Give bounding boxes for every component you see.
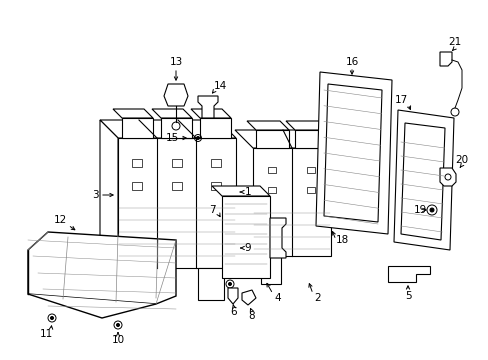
Text: 14: 14 — [213, 81, 226, 91]
Polygon shape — [172, 159, 182, 167]
Text: 5: 5 — [404, 291, 410, 301]
Text: 13: 13 — [169, 57, 182, 67]
Polygon shape — [100, 120, 236, 138]
Text: 10: 10 — [111, 335, 124, 345]
Text: 16: 16 — [345, 57, 358, 67]
Polygon shape — [267, 167, 275, 173]
Polygon shape — [387, 266, 429, 282]
Text: 1: 1 — [244, 187, 251, 197]
Text: 9: 9 — [244, 243, 251, 253]
Polygon shape — [324, 84, 381, 222]
Polygon shape — [132, 182, 142, 190]
Polygon shape — [210, 159, 221, 167]
Polygon shape — [210, 182, 221, 190]
Polygon shape — [256, 130, 288, 148]
Polygon shape — [315, 72, 391, 234]
Circle shape — [429, 208, 433, 212]
Polygon shape — [439, 52, 451, 66]
Polygon shape — [152, 109, 192, 118]
Polygon shape — [269, 218, 285, 258]
Polygon shape — [28, 232, 176, 304]
Text: 11: 11 — [40, 329, 53, 339]
Polygon shape — [198, 268, 224, 300]
Text: 3: 3 — [92, 190, 98, 200]
Polygon shape — [306, 167, 314, 173]
Text: 17: 17 — [393, 95, 407, 105]
Polygon shape — [121, 259, 156, 268]
Polygon shape — [439, 168, 455, 186]
Polygon shape — [285, 121, 327, 130]
Polygon shape — [28, 294, 156, 318]
Polygon shape — [261, 256, 281, 284]
Polygon shape — [252, 148, 330, 256]
Text: 2: 2 — [314, 293, 321, 303]
Polygon shape — [267, 187, 275, 193]
Polygon shape — [294, 130, 327, 148]
Text: 15: 15 — [165, 133, 178, 143]
Text: 20: 20 — [454, 155, 468, 165]
Text: 8: 8 — [248, 311, 255, 321]
Polygon shape — [122, 118, 153, 138]
Circle shape — [228, 283, 231, 285]
Circle shape — [50, 316, 53, 320]
Text: 21: 21 — [447, 37, 461, 47]
Polygon shape — [163, 84, 187, 106]
Polygon shape — [393, 110, 453, 250]
Polygon shape — [191, 109, 230, 118]
Polygon shape — [306, 187, 314, 193]
Text: 6: 6 — [230, 307, 237, 317]
Polygon shape — [118, 138, 236, 268]
Circle shape — [196, 136, 199, 140]
Polygon shape — [242, 290, 256, 305]
Circle shape — [116, 324, 119, 327]
Text: 19: 19 — [412, 205, 426, 215]
Polygon shape — [212, 186, 269, 196]
Polygon shape — [161, 118, 192, 138]
Polygon shape — [132, 159, 142, 167]
Polygon shape — [222, 196, 269, 278]
Polygon shape — [235, 130, 330, 148]
Polygon shape — [113, 109, 153, 118]
Text: 18: 18 — [335, 235, 348, 245]
Polygon shape — [130, 268, 156, 300]
Text: 12: 12 — [53, 215, 66, 225]
Polygon shape — [400, 123, 444, 240]
Polygon shape — [200, 118, 230, 138]
Circle shape — [327, 220, 330, 222]
Polygon shape — [246, 121, 288, 130]
Text: 7: 7 — [208, 205, 215, 215]
Polygon shape — [172, 182, 182, 190]
Text: 4: 4 — [274, 293, 281, 303]
Polygon shape — [198, 96, 218, 118]
Polygon shape — [100, 120, 118, 268]
Polygon shape — [227, 288, 238, 304]
